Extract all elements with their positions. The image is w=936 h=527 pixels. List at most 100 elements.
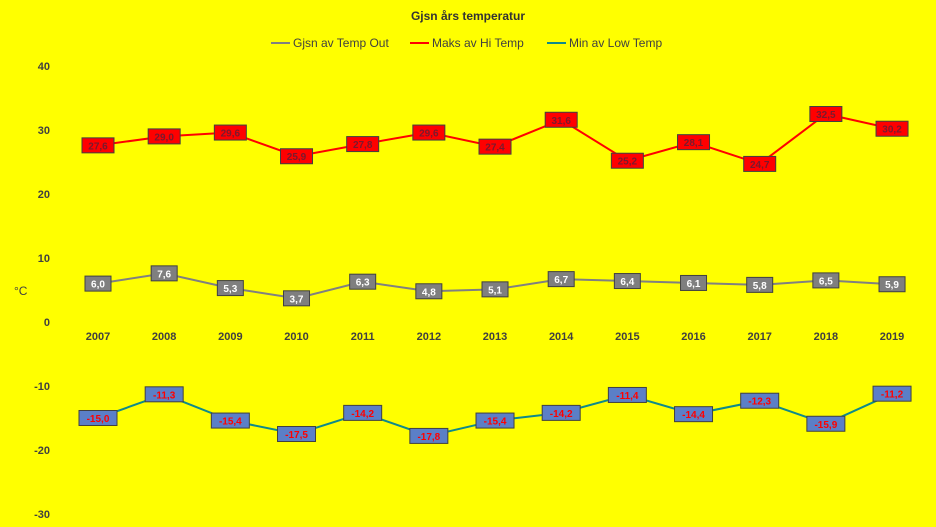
x-tick-label: 2013: [483, 331, 507, 343]
legend-item-min: Min av Low Temp: [547, 36, 662, 50]
data-label-text: 6,0: [91, 280, 105, 291]
x-axis: 2007 2008 2009 2010 2011 2012 2013 2014 2015 2016…: [86, 331, 905, 343]
data-label: 5,3: [216, 280, 244, 297]
data-label-box: [150, 265, 178, 282]
data-label-box: [78, 410, 118, 426]
data-label: 24,7: [743, 155, 777, 172]
data-label-box: [872, 385, 912, 402]
legend-label-maks: Maks av Hi Temp: [432, 36, 524, 50]
data-label-text: -15,0: [87, 414, 110, 425]
data-label-box: [478, 138, 512, 155]
data-label: 29,6: [412, 124, 446, 141]
data-label: 32,5: [809, 106, 843, 122]
data-label-text: -11,2: [881, 390, 904, 401]
data-label-box: [475, 412, 515, 429]
data-label-text: 3,7: [290, 294, 304, 305]
data-label: 6,3: [349, 273, 377, 290]
data-label-box: [210, 412, 250, 429]
data-label: 3,7: [283, 290, 311, 307]
data-label-box: [674, 406, 714, 423]
data-label-text: 4,8: [422, 287, 436, 298]
data-label-text: -14,4: [682, 410, 705, 421]
data-label-box: [613, 273, 641, 290]
data-label-box: [677, 134, 711, 151]
data-label: -14,4: [674, 406, 714, 423]
y-tick-label: 20: [38, 189, 50, 201]
data-label: -15,4: [210, 412, 250, 429]
data-label-text: -11,3: [153, 390, 176, 401]
data-label-box: [746, 276, 774, 293]
data-label-box: [809, 106, 843, 122]
data-label: -12,3: [740, 392, 780, 409]
data-label-text: 7,6: [157, 269, 171, 280]
data-label: 7,6: [150, 265, 178, 282]
data-label-box: [610, 152, 644, 169]
y-axis: -30 -20 -10 0 10 20 30 40: [34, 61, 50, 521]
data-label-box: [544, 111, 578, 128]
data-label-text: 5,1: [488, 285, 502, 296]
data-label: -17,8: [409, 427, 449, 444]
data-label-box: [343, 404, 383, 421]
data-label-text: -14,2: [550, 409, 573, 420]
x-tick-label: 2014: [549, 331, 574, 343]
data-label: -15,9: [806, 415, 846, 432]
data-label-box: [547, 271, 575, 288]
y-tick-label: -10: [34, 381, 50, 393]
data-label: 6,4: [613, 273, 641, 290]
data-label-box: [607, 386, 647, 403]
data-label-box: [806, 415, 846, 432]
data-label: -11,4: [607, 386, 647, 403]
data-label: 25,9: [280, 148, 314, 165]
data-label-box: [740, 392, 780, 409]
data-label: -11,3: [144, 386, 184, 403]
data-label: 5,9: [878, 276, 906, 293]
data-label-box: [216, 280, 244, 297]
data-label: -14,2: [343, 404, 383, 421]
data-label-text: 25,9: [287, 152, 307, 163]
data-label: 29,6: [213, 124, 247, 141]
data-label: -11,2: [872, 385, 912, 402]
data-label: 6,7: [547, 271, 575, 288]
data-label-text: 25,2: [618, 157, 638, 168]
data-label: 30,2: [875, 120, 909, 137]
y-tick-label: 40: [38, 61, 50, 73]
data-labels: 6,0 7,6 5,3 3,7 6,3 4,8 5,1 6,7 6,4 6,1 5,8 6,5 5,9 2…: [78, 106, 912, 444]
x-tick-label: 2012: [417, 331, 441, 343]
legend-item-gjsn: Gjsn av Temp Out: [271, 36, 389, 50]
data-label-text: 29,6: [221, 129, 241, 140]
x-tick-label: 2019: [880, 331, 904, 343]
data-label: -17,5: [277, 426, 317, 442]
y-tick-label: 10: [38, 253, 50, 265]
data-label: 4,8: [415, 283, 443, 300]
data-label-text: -14,2: [351, 409, 374, 420]
data-label-text: 27,4: [485, 143, 505, 154]
y-tick-label: -30: [34, 509, 50, 521]
data-label-box: [743, 155, 777, 172]
x-tick-label: 2015: [615, 331, 639, 343]
data-label-text: -15,4: [219, 417, 242, 428]
data-label-text: 6,3: [356, 278, 370, 289]
data-label-box: [349, 273, 377, 290]
data-label: -14,2: [541, 404, 581, 421]
data-label-box: [81, 137, 115, 154]
data-label-box: [878, 276, 906, 293]
data-label-box: [812, 272, 840, 289]
data-label-text: -17,8: [417, 432, 440, 443]
y-axis-label: °C: [14, 284, 28, 298]
x-tick-label: 2018: [814, 331, 838, 343]
data-label-text: -12,3: [748, 397, 771, 408]
data-label: 28,1: [677, 134, 711, 151]
data-label: 5,1: [481, 281, 509, 298]
legend: Gjsn av Temp Out Maks av Hi Temp Min av …: [271, 36, 662, 50]
data-label-text: 6,4: [620, 277, 634, 288]
data-label-box: [283, 290, 311, 307]
data-label-text: 6,1: [687, 279, 701, 290]
chart-title: Gjsn års temperatur: [411, 9, 525, 23]
data-label-text: -11,4: [616, 391, 639, 402]
data-label: 6,5: [812, 272, 840, 289]
y-tick-label: 30: [38, 125, 50, 137]
data-label-box: [409, 427, 449, 444]
data-label: 27,4: [478, 138, 512, 155]
data-label-box: [481, 281, 509, 298]
data-label-text: 29,6: [419, 129, 439, 140]
